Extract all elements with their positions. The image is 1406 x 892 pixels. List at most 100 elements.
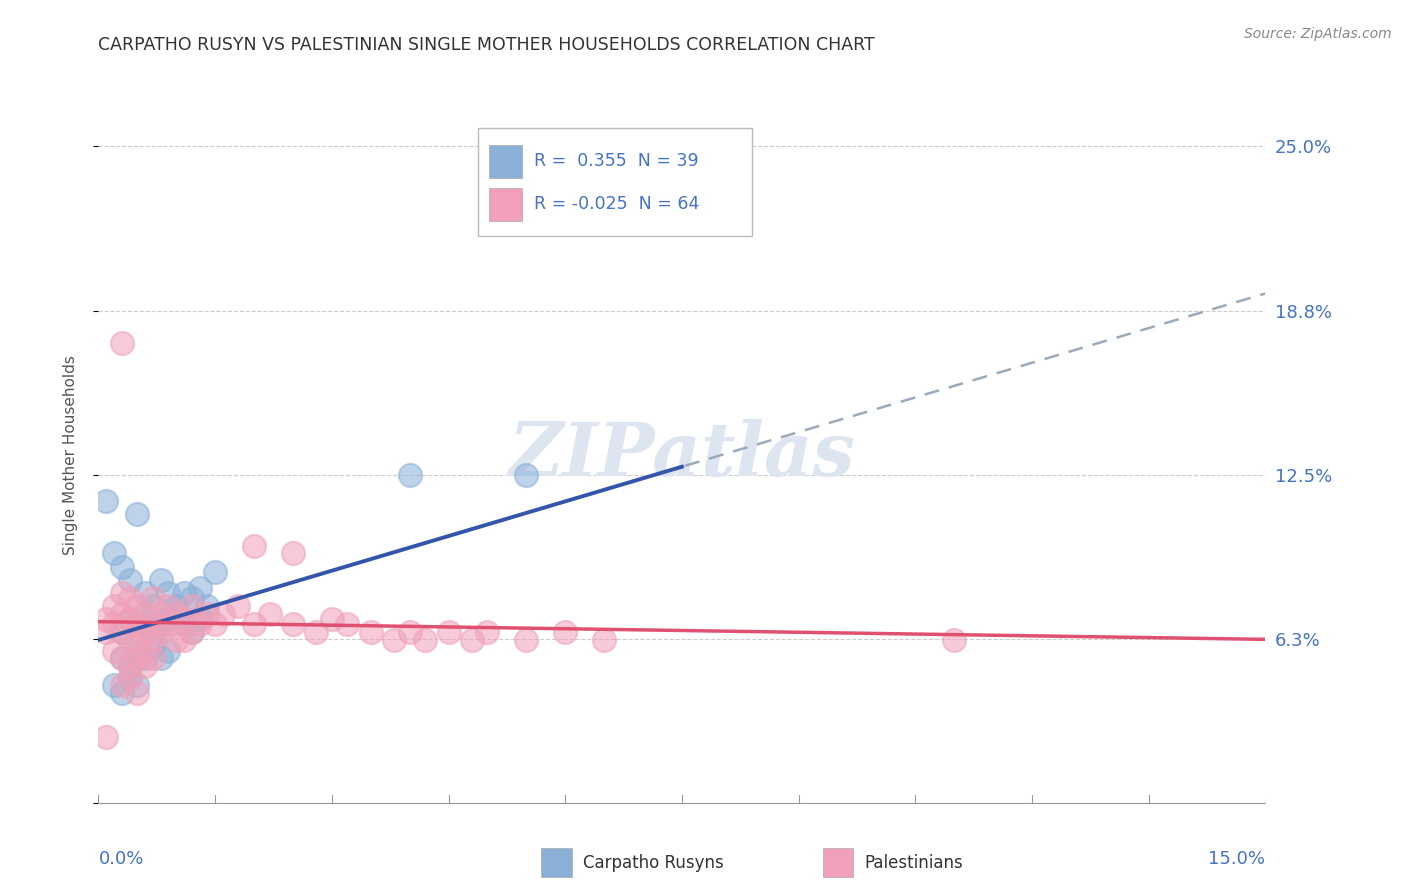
- Point: [243, 539, 266, 553]
- Point: [157, 599, 180, 613]
- Point: [127, 507, 149, 521]
- Point: [360, 625, 382, 640]
- Point: [134, 659, 156, 673]
- Point: [142, 591, 165, 605]
- Point: [157, 586, 180, 600]
- Point: [96, 730, 118, 744]
- Point: [134, 651, 156, 665]
- Text: ZIPatlas: ZIPatlas: [509, 418, 855, 491]
- Point: [204, 565, 226, 579]
- Point: [149, 617, 172, 632]
- Text: 15.0%: 15.0%: [1208, 850, 1265, 868]
- Point: [305, 625, 328, 640]
- Point: [165, 607, 187, 621]
- Text: Carpatho Rusyns: Carpatho Rusyns: [583, 854, 724, 871]
- Point: [111, 586, 134, 600]
- Point: [127, 651, 149, 665]
- Point: [281, 546, 304, 560]
- Point: [157, 612, 180, 626]
- Point: [212, 607, 235, 621]
- Point: [134, 607, 156, 621]
- Point: [180, 625, 202, 640]
- Point: [96, 494, 118, 508]
- Point: [382, 633, 405, 648]
- Point: [336, 617, 359, 632]
- Point: [111, 625, 134, 640]
- Point: [180, 599, 202, 613]
- Point: [103, 617, 125, 632]
- Text: R = -0.025  N = 64: R = -0.025 N = 64: [534, 195, 699, 213]
- Bar: [489, 145, 522, 178]
- Point: [118, 573, 141, 587]
- Point: [188, 612, 211, 626]
- Point: [398, 467, 420, 482]
- Point: [127, 599, 149, 613]
- Point: [943, 633, 966, 648]
- Point: [103, 678, 125, 692]
- Point: [111, 651, 134, 665]
- Point: [142, 638, 165, 652]
- Point: [111, 607, 134, 621]
- Point: [134, 625, 156, 640]
- Point: [127, 643, 149, 657]
- Point: [149, 607, 172, 621]
- Point: [111, 559, 134, 574]
- Point: [103, 643, 125, 657]
- Text: 0.0%: 0.0%: [98, 850, 143, 868]
- Point: [204, 617, 226, 632]
- Bar: [489, 187, 522, 221]
- Point: [180, 591, 202, 605]
- FancyBboxPatch shape: [478, 128, 752, 235]
- Point: [188, 617, 211, 632]
- Point: [103, 599, 125, 613]
- Point: [111, 678, 134, 692]
- Point: [118, 670, 141, 684]
- Point: [142, 633, 165, 648]
- Point: [134, 586, 156, 600]
- Point: [165, 607, 187, 621]
- Point: [134, 607, 156, 621]
- Point: [195, 607, 218, 621]
- Point: [127, 685, 149, 699]
- Point: [195, 599, 218, 613]
- Point: [228, 599, 250, 613]
- Text: Source: ZipAtlas.com: Source: ZipAtlas.com: [1244, 27, 1392, 41]
- Text: R =  0.355  N = 39: R = 0.355 N = 39: [534, 153, 699, 170]
- Point: [593, 633, 616, 648]
- Point: [127, 617, 149, 632]
- Point: [134, 643, 156, 657]
- Point: [118, 633, 141, 648]
- Point: [188, 581, 211, 595]
- Point: [173, 633, 195, 648]
- Point: [515, 633, 537, 648]
- Point: [165, 599, 187, 613]
- Point: [96, 625, 118, 640]
- Point: [127, 678, 149, 692]
- Point: [103, 546, 125, 560]
- Point: [118, 612, 141, 626]
- Point: [281, 617, 304, 632]
- Point: [461, 633, 484, 648]
- Point: [173, 617, 195, 632]
- Point: [111, 625, 134, 640]
- Point: [142, 625, 165, 640]
- Point: [398, 625, 420, 640]
- Point: [96, 612, 118, 626]
- Point: [437, 625, 460, 640]
- Point: [165, 633, 187, 648]
- Point: [173, 612, 195, 626]
- Point: [157, 643, 180, 657]
- Point: [118, 659, 141, 673]
- Point: [243, 617, 266, 632]
- Point: [127, 633, 149, 648]
- Point: [118, 670, 141, 684]
- Point: [111, 336, 134, 351]
- Point: [149, 625, 172, 640]
- Point: [413, 633, 436, 648]
- Point: [173, 586, 195, 600]
- Point: [554, 625, 576, 640]
- Y-axis label: Single Mother Households: Single Mother Households: [63, 355, 77, 555]
- Point: [118, 591, 141, 605]
- Point: [142, 651, 165, 665]
- Point: [515, 467, 537, 482]
